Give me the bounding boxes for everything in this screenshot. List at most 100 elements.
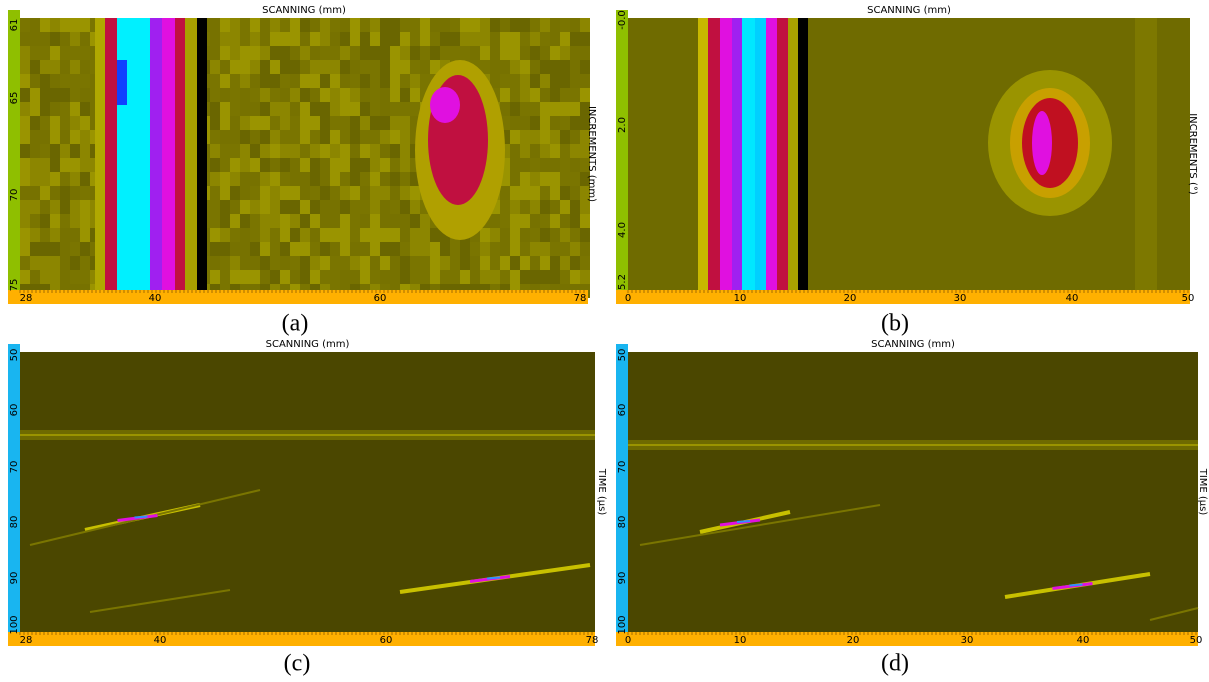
scan-cell — [260, 158, 270, 172]
x-axis-bar — [616, 290, 1190, 304]
scan-cell — [350, 46, 360, 60]
scan-peak — [1069, 583, 1083, 587]
scan-cell — [280, 186, 290, 200]
y-axis-bar — [8, 10, 20, 290]
scan-cell — [380, 116, 390, 130]
caption: (c) — [284, 651, 311, 677]
scan-cell — [580, 214, 590, 228]
scan-cell — [20, 200, 30, 214]
scan-cell — [500, 200, 510, 214]
scan-cell — [330, 116, 340, 130]
scan-cell — [330, 172, 340, 186]
scan-cell — [240, 18, 250, 32]
scan-cell — [570, 158, 580, 172]
scan-cell — [560, 74, 570, 88]
scan-cell — [360, 88, 370, 102]
scan-cell — [440, 18, 450, 32]
scan-cell — [340, 270, 350, 284]
scan-cell — [30, 130, 40, 144]
scan-cell — [80, 116, 90, 130]
scan-cell — [250, 18, 260, 32]
scan-cell — [50, 214, 60, 228]
scan-cell — [210, 46, 220, 60]
scan-cell — [550, 32, 560, 46]
scan-cell — [500, 60, 510, 74]
scan-cell — [250, 144, 260, 158]
x-axis-bar — [8, 632, 595, 646]
scan-cell — [340, 102, 350, 116]
scan-cell — [210, 88, 220, 102]
scan-cell — [360, 102, 370, 116]
scan-cell — [570, 88, 580, 102]
scan-cell — [270, 88, 280, 102]
scan-cell — [380, 270, 390, 284]
scan-cell — [60, 32, 70, 46]
scan-cell — [240, 88, 250, 102]
scan-cell — [70, 60, 80, 74]
scan-cell — [80, 270, 90, 284]
scan-cell — [230, 130, 240, 144]
scan-cell — [500, 18, 510, 32]
scan-cell — [310, 200, 320, 214]
scan-cell — [480, 46, 490, 60]
scan-cell — [280, 270, 290, 284]
scan-cell — [470, 242, 480, 256]
scan-cell — [270, 172, 280, 186]
x-tick-label: 40 — [149, 293, 162, 304]
scan-cell — [20, 242, 30, 256]
scan-cell — [250, 88, 260, 102]
scan-cell — [430, 18, 440, 32]
scan-cell — [310, 32, 320, 46]
scan-cell — [290, 32, 300, 46]
scan-cell — [430, 256, 440, 270]
scan-cell — [310, 256, 320, 270]
scan-cell — [70, 130, 80, 144]
scan-cell — [380, 158, 390, 172]
scan-cell — [260, 116, 270, 130]
scan-cell — [60, 256, 70, 270]
scan-cell — [540, 228, 550, 242]
scan-cell — [20, 46, 30, 60]
scan-cell — [580, 228, 590, 242]
scan-cell — [250, 242, 260, 256]
scan-cell — [420, 214, 430, 228]
scan-cell — [580, 144, 590, 158]
scan-cell — [580, 200, 590, 214]
scan-peak — [486, 576, 501, 580]
top-label: SCANNING (mm) — [871, 339, 955, 350]
scan-cell — [70, 270, 80, 284]
scan-cell — [250, 32, 260, 46]
scan-cell — [340, 116, 350, 130]
y-tick-label: 5.2 — [617, 274, 628, 290]
scan-cell — [300, 88, 310, 102]
scan-cell — [70, 46, 80, 60]
scan-cell — [520, 18, 530, 32]
scan-cell — [490, 214, 500, 228]
scan-cell — [280, 214, 290, 228]
scan-cell — [310, 130, 320, 144]
scan-cell — [330, 144, 340, 158]
scan-cell — [330, 270, 340, 284]
y-tick-label: 90 — [617, 572, 628, 585]
scan-cell — [340, 242, 350, 256]
scan-cell — [270, 130, 280, 144]
scan-cell — [250, 256, 260, 270]
caption: (d) — [881, 651, 909, 677]
scan-cell — [550, 18, 560, 32]
scan-cell — [560, 88, 570, 102]
scan-cell — [270, 46, 280, 60]
scan-cell — [350, 116, 360, 130]
x-tick-label: 20 — [844, 293, 857, 304]
scan-cell — [220, 116, 230, 130]
scan-cell — [520, 214, 530, 228]
scan-cell — [290, 116, 300, 130]
scan-cell — [550, 158, 560, 172]
scan-cell — [80, 74, 90, 88]
scan-cell — [117, 60, 127, 105]
scan-cell — [500, 116, 510, 130]
scan-cell — [30, 116, 40, 130]
scan-cell — [390, 242, 400, 256]
scan-cell — [390, 256, 400, 270]
scan-cell — [540, 18, 550, 32]
scan-cell — [60, 102, 70, 116]
